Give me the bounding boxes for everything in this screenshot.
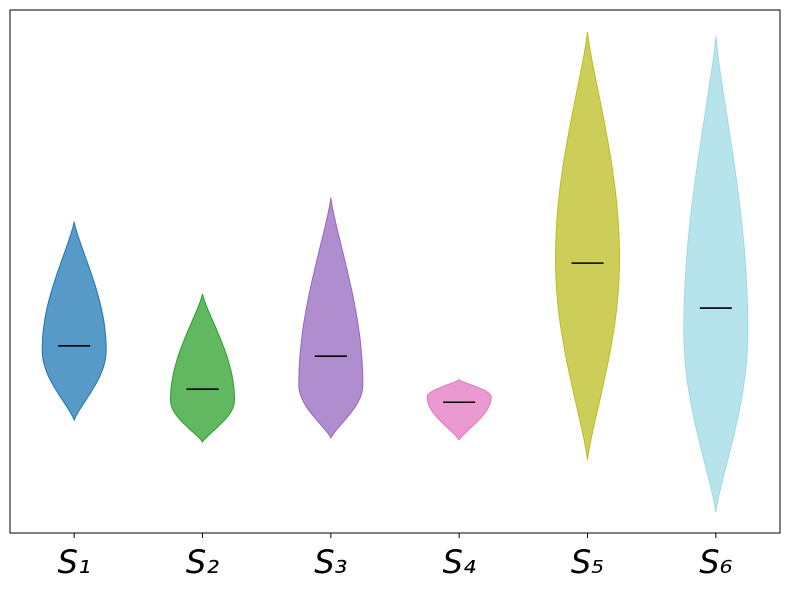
x-tick-label: S₆ — [699, 543, 732, 581]
plot-frame — [9, 9, 781, 534]
x-tick-label: S₄ — [443, 543, 476, 581]
violin — [426, 379, 492, 441]
violin — [41, 221, 107, 422]
violin — [683, 36, 749, 513]
x-tick-label: S₁ — [58, 543, 91, 581]
x-tick-label: S₅ — [571, 543, 604, 581]
violin — [170, 293, 235, 443]
violin — [555, 31, 620, 460]
violin — [298, 197, 364, 439]
x-tick-label: S₃ — [314, 543, 347, 581]
x-tick-label: S₂ — [186, 543, 219, 581]
